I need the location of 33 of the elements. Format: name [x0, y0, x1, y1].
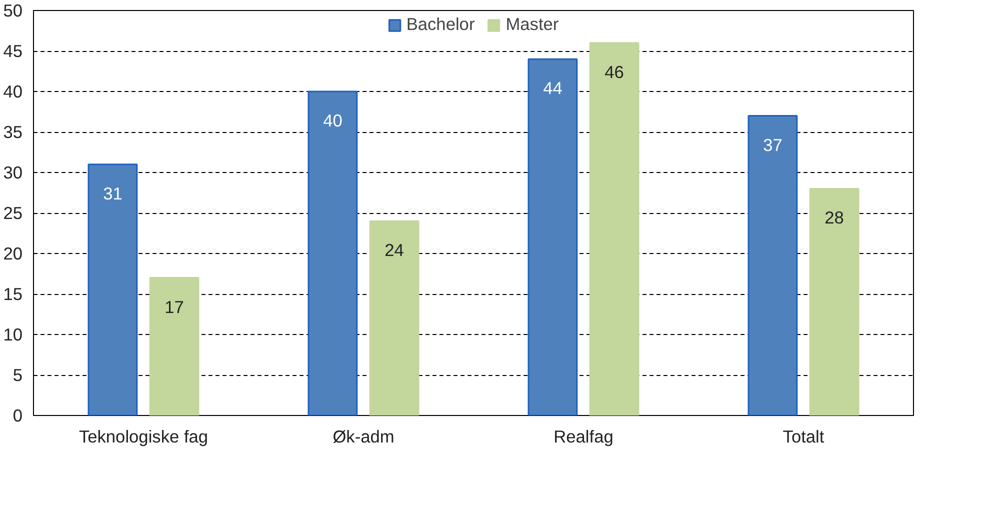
- data-label: 37: [763, 134, 782, 155]
- data-label: 44: [543, 78, 563, 98]
- legend-label: Bachelor: [406, 14, 475, 35]
- x-tick-label: Øk-adm: [332, 426, 394, 446]
- bar: [528, 58, 578, 416]
- data-label: 31: [103, 183, 122, 204]
- y-tick-label: 20: [3, 244, 23, 264]
- y-tick-label: 5: [12, 365, 23, 385]
- y-tick-label: 30: [3, 162, 23, 182]
- bar: [589, 42, 640, 416]
- bar: [369, 220, 420, 416]
- x-tick-label: Totalt: [782, 426, 824, 446]
- data-label: 24: [384, 240, 404, 260]
- y-tick-label: 45: [3, 41, 23, 61]
- y-tick-label: 40: [3, 82, 23, 102]
- legend-label: Master: [506, 14, 559, 35]
- data-label: 46: [604, 62, 624, 82]
- bar: [149, 277, 200, 416]
- y-tick-label: 35: [3, 122, 23, 142]
- y-tick-label: 50: [3, 0, 23, 20]
- y-tick-label: 15: [3, 284, 23, 304]
- data-label: 40: [323, 110, 342, 130]
- y-tick-label: 25: [3, 203, 23, 223]
- bar: [308, 90, 358, 416]
- y-tick-label: 10: [3, 324, 23, 344]
- bar: [88, 164, 138, 416]
- y-tick-label: 0: [12, 406, 23, 426]
- bar: [809, 188, 860, 416]
- data-label: 17: [164, 296, 184, 317]
- x-tick-label: Realfag: [554, 426, 614, 446]
- x-tick-label: Teknologiske fag: [78, 426, 208, 446]
- data-label: 28: [824, 208, 844, 228]
- bar: [748, 115, 798, 416]
